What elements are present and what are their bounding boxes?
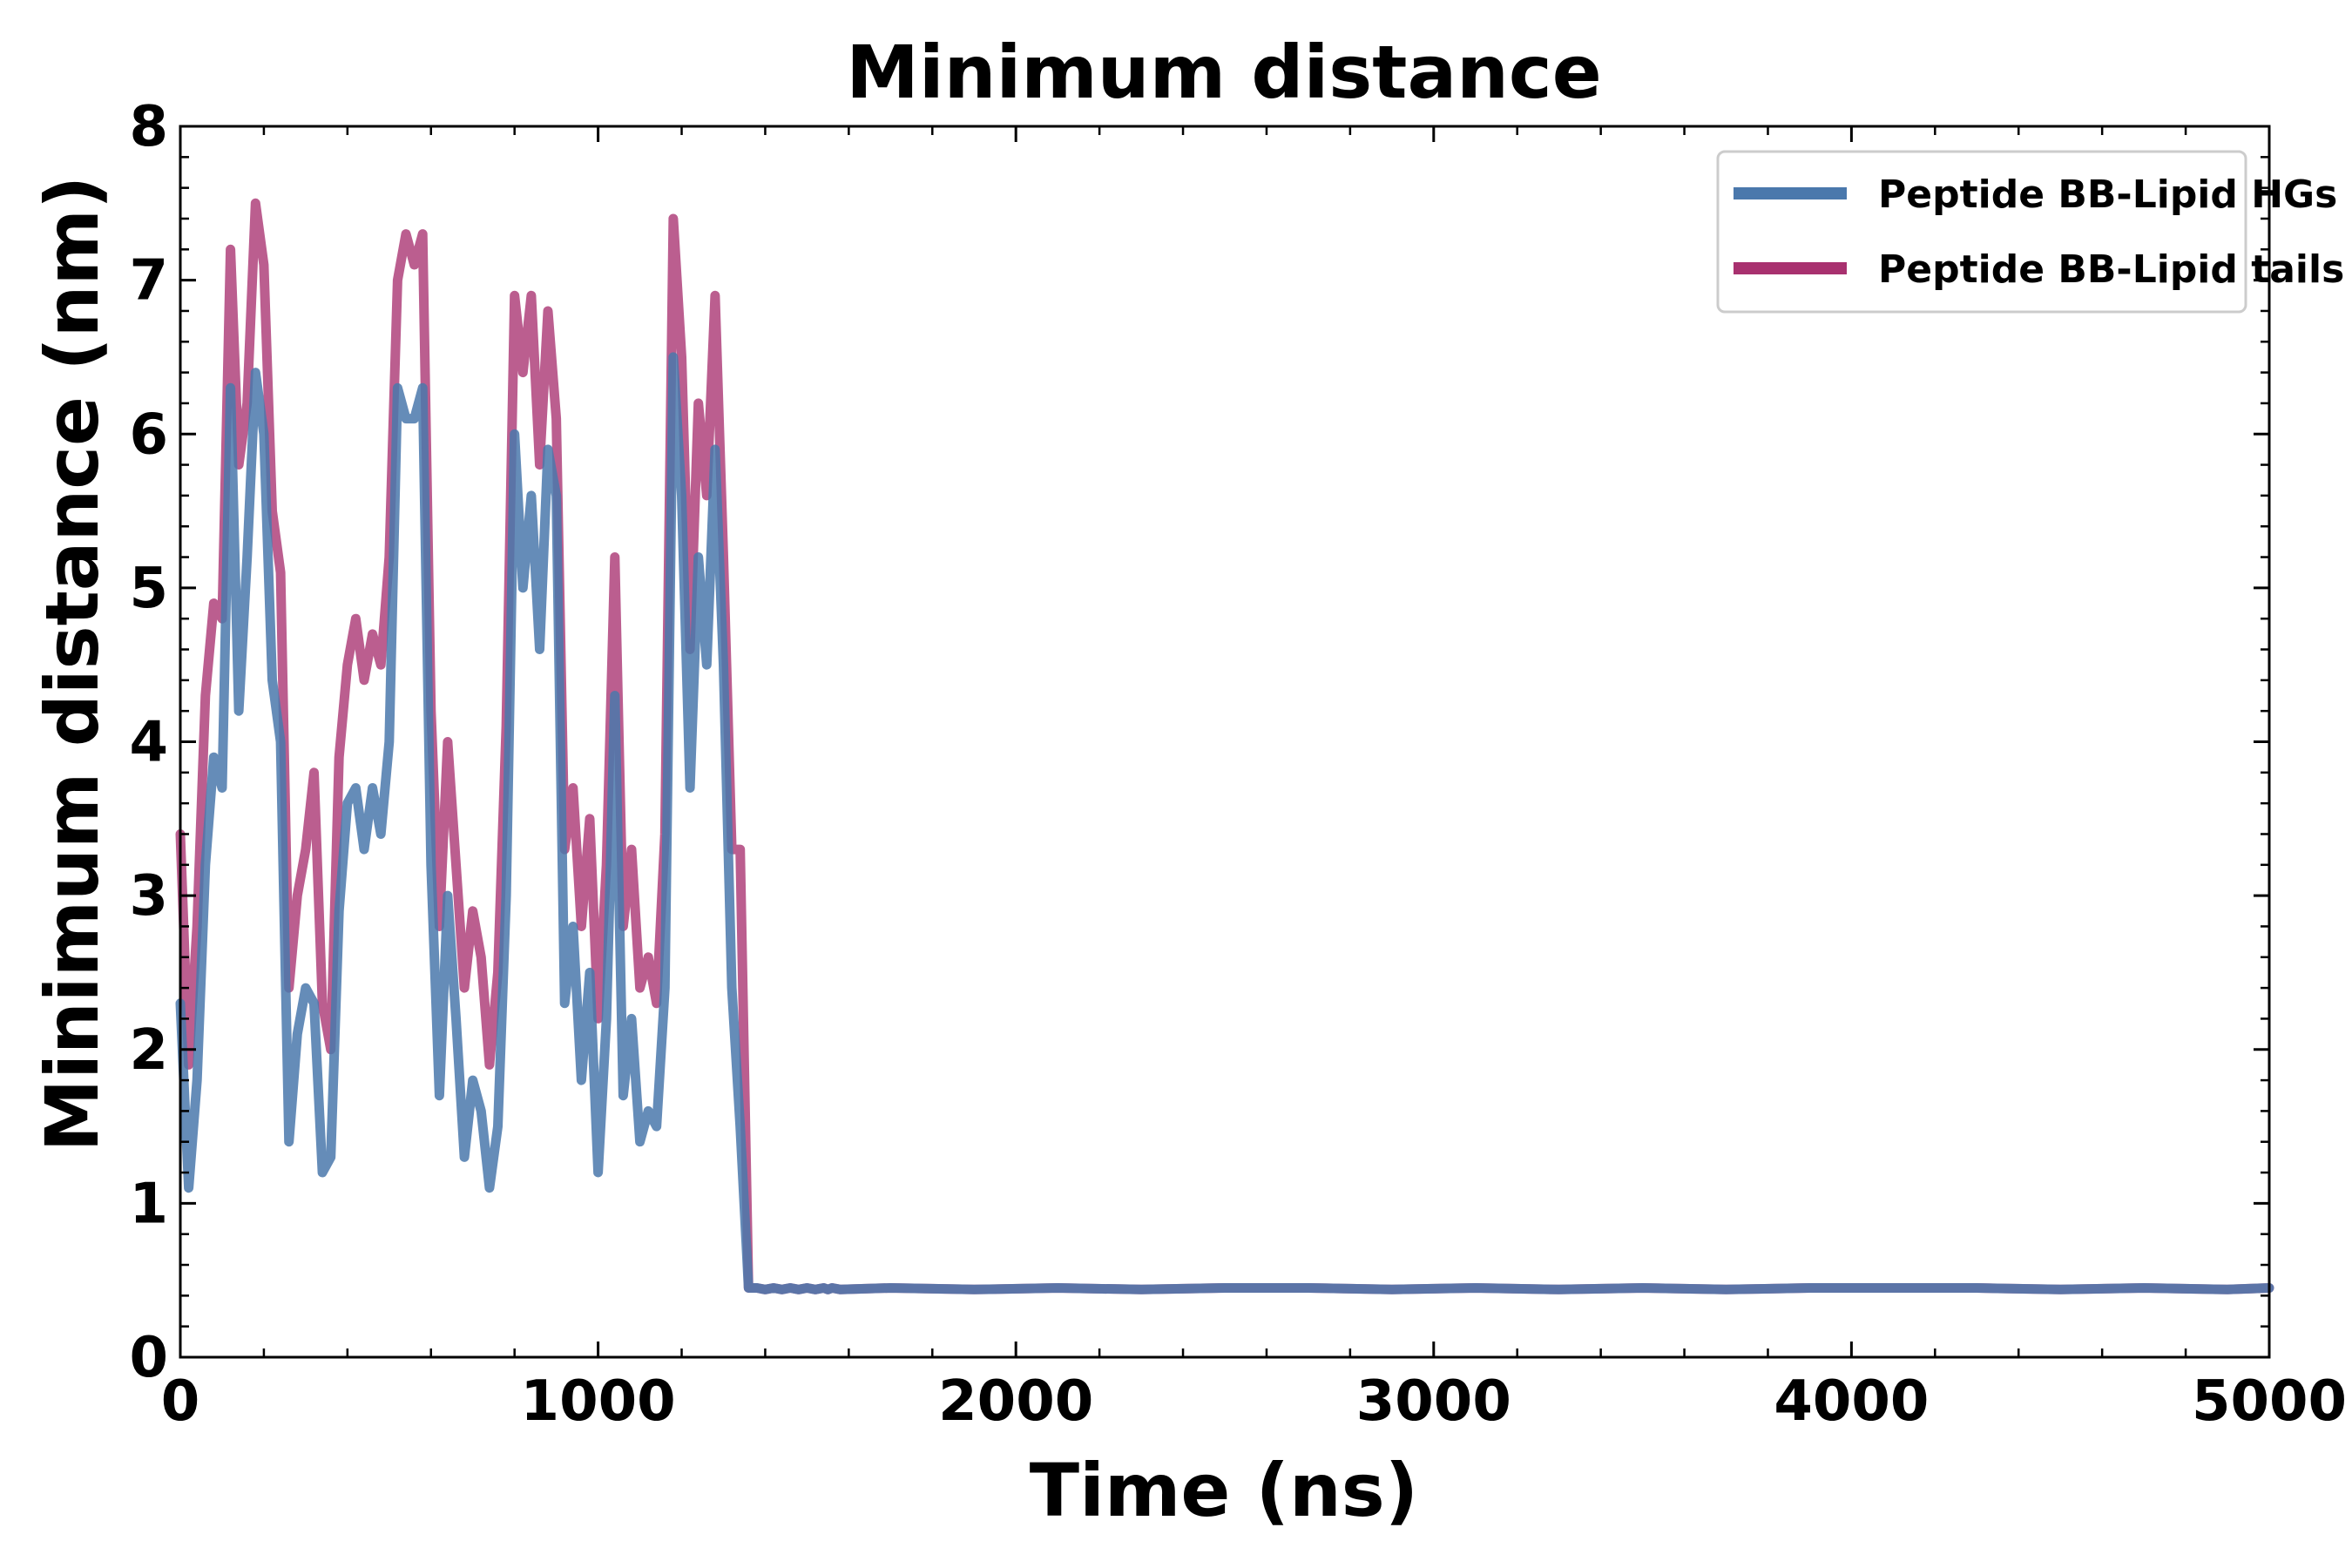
x-tick-label: 5000 bbox=[2192, 1369, 2347, 1434]
x-axis-label: Time (ns) bbox=[1030, 1448, 1418, 1533]
legend-box bbox=[1716, 150, 2247, 314]
tick-layer: 0 1000 2000 3000 4000 5000 0 1 2 3 4 5 6 7 8 bbox=[129, 95, 2347, 1434]
legend: Peptide BB-Lipid HGs Peptide BB-Lipid tai… bbox=[1716, 150, 2344, 314]
series-layer bbox=[175, 198, 2274, 1294]
series-line-1 bbox=[175, 352, 2274, 1294]
x-tick-label: 3000 bbox=[1356, 1369, 1511, 1434]
y-tick-label: 1 bbox=[129, 1172, 168, 1236]
y-tick-label: 2 bbox=[129, 1018, 168, 1083]
y-axis-label: Minimum distance (nm) bbox=[30, 176, 115, 1152]
legend-label-2: Peptide BB-Lipid tails bbox=[1878, 247, 2344, 292]
y-tick-label: 0 bbox=[129, 1326, 168, 1390]
y-tick-label: 5 bbox=[129, 557, 168, 621]
y-tick-label: 8 bbox=[129, 95, 168, 159]
chart-title: Minimum distance bbox=[846, 30, 1601, 115]
x-tick-label: 0 bbox=[161, 1369, 200, 1434]
y-tick-label: 3 bbox=[129, 864, 168, 929]
x-tick-label: 2000 bbox=[938, 1369, 1093, 1434]
y-tick-label: 7 bbox=[129, 249, 168, 314]
y-tick-label: 4 bbox=[129, 711, 168, 775]
x-tick-label: 1000 bbox=[521, 1369, 676, 1434]
y-tick-label: 6 bbox=[129, 402, 168, 467]
legend-label-1: Peptide BB-Lipid HGs bbox=[1878, 172, 2337, 217]
x-tick-label: 4000 bbox=[1774, 1369, 1929, 1434]
